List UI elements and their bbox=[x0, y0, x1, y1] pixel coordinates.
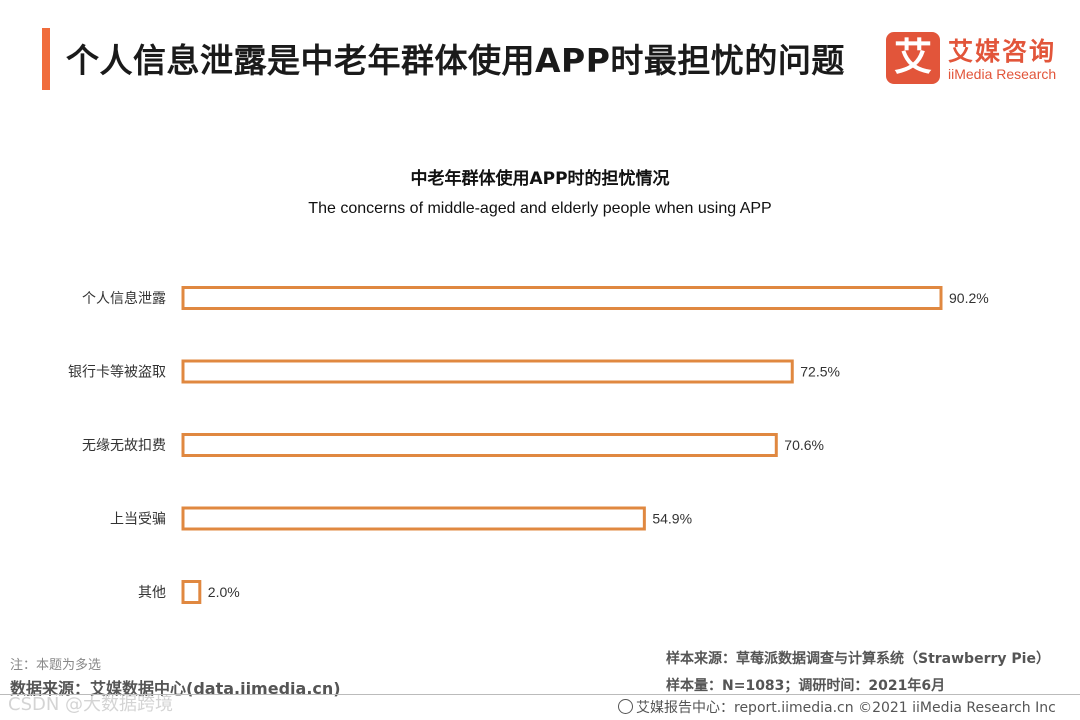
value-label: 54.9% bbox=[652, 511, 692, 527]
category-label: 其他 bbox=[138, 585, 166, 601]
footer-divider bbox=[0, 694, 1080, 695]
bar-chart: 个人信息泄露 90.2% 银行卡等被盗取 72.5% 无缘无故扣费 70.6% 上当受骗 54… bbox=[68, 286, 989, 604]
data-source: 数据来源：艾媒数据中心(data.iimedia.cn) bbox=[10, 679, 341, 698]
logo-name-cn: 艾媒咨询 bbox=[948, 37, 1057, 66]
value-label: 2.0% bbox=[208, 584, 240, 600]
report-center: 艾媒报告中心：report.iimedia.cn ©2021 iiMedia R… bbox=[618, 697, 1056, 717]
watermark: CSDN @大数据跨境 bbox=[8, 694, 174, 715]
report-center-text: 艾媒报告中心：report.iimedia.cn ©2021 iiMedia R… bbox=[636, 700, 1056, 716]
value-label: 70.6% bbox=[784, 437, 824, 453]
footnote: 注：本题为多选 bbox=[10, 658, 102, 673]
logo-name-en: iiMedia Research bbox=[948, 66, 1057, 82]
bar bbox=[181, 433, 778, 457]
page-title: 个人信息泄露是中老年群体使用APP时最担忧的问题 bbox=[66, 41, 845, 80]
logo-mark-icon: 艾 bbox=[886, 32, 940, 84]
category-label: 上当受骗 bbox=[110, 512, 166, 528]
sample-source: 样本来源：草莓派数据调查与计算系统（Strawberry Pie） bbox=[666, 651, 1050, 667]
value-label: 72.5% bbox=[800, 364, 840, 380]
chart-subtitle: The concerns of middle-aged and elderly … bbox=[308, 200, 772, 217]
bar bbox=[181, 580, 202, 604]
chart-title: 中老年群体使用APP时的担忧情况 bbox=[410, 169, 670, 189]
bar bbox=[181, 286, 943, 310]
value-label: 90.2% bbox=[949, 290, 989, 306]
category-label: 无缘无故扣费 bbox=[82, 438, 166, 454]
bar bbox=[181, 359, 794, 384]
globe-icon bbox=[618, 699, 633, 714]
sample-size: 样本量：N=1083；调研时间：2021年6月 bbox=[666, 678, 946, 694]
iimedia-logo: 艾 艾媒咨询 iiMedia Research bbox=[886, 32, 1070, 84]
bar bbox=[181, 506, 646, 531]
category-label: 银行卡等被盗取 bbox=[68, 364, 166, 381]
category-label: 个人信息泄露 bbox=[82, 290, 166, 307]
title-accent-bar bbox=[42, 28, 50, 90]
